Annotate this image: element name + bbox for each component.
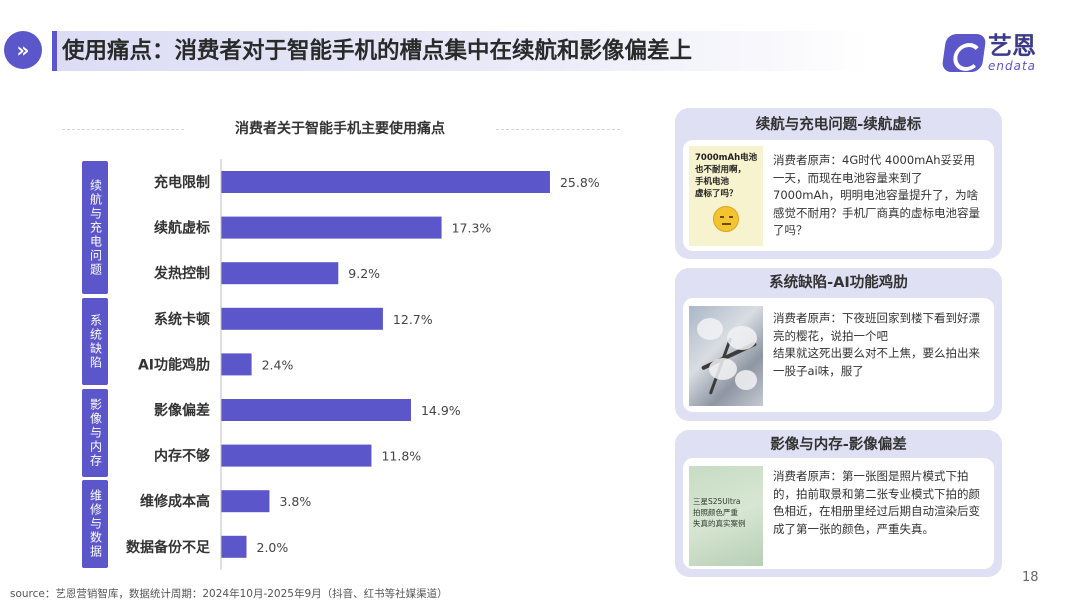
- insight-card-imaging: 影像与内存-影像偏差 三星S25Ultra 拍照颜色严重 失真的真实案例 消费者…: [675, 430, 1002, 577]
- category-label: 影像偏差: [154, 402, 210, 419]
- chart-title-divider-left: [62, 129, 184, 130]
- blossom-shape: [709, 358, 737, 380]
- category-label: 维修成本高: [140, 493, 210, 510]
- group-label-system: 系统缺陷: [82, 297, 108, 386]
- consumer-quote: 消费者原声：下夜班回家到楼下看到好漂亮的樱花，说拍一个吧 结果就这死出要么对不上…: [773, 311, 980, 378]
- note-text: 7000mAh电池 也不耐用啊， 手机电池 虚标了吗？: [695, 153, 758, 199]
- group-label-imaging: 影像与内存: [82, 389, 108, 477]
- logo-name-cn: 艺恩: [988, 32, 1036, 60]
- title-banner: [52, 31, 870, 71]
- data-source-note: source：艺恩营销智库，数据统计周期：2024年10月-2025年9月（抖音…: [10, 588, 448, 600]
- logo-name-en: endata: [988, 59, 1037, 73]
- bar-6: [221, 399, 411, 421]
- category-label: 续航虚标: [154, 220, 210, 237]
- blossom-shape: [735, 370, 757, 390]
- insight-card-system: 系统缺陷-AI功能鸡肋 消费者原声：下夜班回家到楼下看到好漂亮的樱花，说拍一个吧…: [675, 268, 1002, 421]
- category-label: 发热控制: [153, 265, 210, 282]
- category-label: 系统卡顿: [154, 311, 210, 328]
- bar-1: [221, 171, 550, 193]
- value-label: 11.8%: [381, 449, 421, 464]
- card-title: 系统缺陷-AI功能鸡肋: [769, 275, 908, 291]
- value-label: 12.7%: [393, 312, 433, 327]
- value-label: 9.2%: [348, 266, 380, 281]
- value-label: 2.0%: [257, 540, 289, 555]
- neutral-face-emoji-icon: [713, 206, 739, 232]
- double-chevron-icon: »: [4, 31, 42, 69]
- group-label-battery: 续航与充电问题: [82, 161, 108, 295]
- bar-7: [221, 444, 372, 467]
- battery-note-image: 7000mAh电池 也不耐用啊， 手机电池 虚标了吗？: [689, 146, 763, 246]
- bar-3: [221, 262, 339, 285]
- category-label: 充电限制: [154, 174, 210, 191]
- bar-2: [221, 216, 442, 239]
- logo-mark-icon: [941, 34, 987, 72]
- cherry-blossom-photo: [689, 306, 763, 406]
- card-body: 7000mAh电池 也不耐用啊， 手机电池 虚标了吗？ 消费者原声：4G时代 4…: [683, 140, 994, 251]
- color-shift-photo: 三星S25Ultra 拍照颜色严重 失真的真实案例: [689, 466, 763, 566]
- card-body: 三星S25Ultra 拍照颜色严重 失真的真实案例 消费者原声：第一张图是照片模…: [683, 458, 994, 569]
- value-label: 25.8%: [560, 175, 600, 190]
- card-body: 消费者原声：下夜班回家到楼下看到好漂亮的樱花，说拍一个吧 结果就这死出要么对不上…: [683, 298, 994, 412]
- group-label-repair: 维修与数据: [82, 480, 108, 568]
- bar-9: [221, 535, 247, 558]
- category-label: 数据备份不足: [126, 539, 211, 556]
- title-accent-bar: [52, 31, 57, 71]
- chart-title: 消费者关于智能手机主要使用痛点: [235, 121, 445, 137]
- bar-5: [221, 353, 252, 376]
- page-title: 使用痛点：消费者对于智能手机的槽点集中在续航和影像偏差上: [62, 38, 693, 64]
- value-label: 2.4%: [262, 357, 294, 372]
- insight-card-battery: 续航与充电问题-续航虚标 7000mAh电池 也不耐用啊， 手机电池 虚标了吗？…: [675, 108, 1002, 259]
- consumer-quote: 消费者原声：4G时代 4000mAh妥妥用一天，而现在电池容量来到了7000mA…: [773, 153, 980, 237]
- endata-logo: 艺恩 endata: [941, 32, 1054, 74]
- photo-caption: 三星S25Ultra 拍照颜色严重 失真的真实案例: [693, 497, 746, 528]
- bar-8: [221, 490, 270, 513]
- card-title: 续航与充电问题-续航虚标: [755, 117, 922, 133]
- card-title: 影像与内存-影像偏差: [770, 437, 907, 453]
- value-label: 3.8%: [279, 494, 311, 509]
- category-label: 内存不够: [154, 448, 210, 465]
- chart-plot: 充电限制 25.8% 续航虚标 17.3% 发热控制 9.2% 系统卡顿 12.7% AI功能鸡…: [126, 159, 600, 570]
- category-label: AI功能鸡肋: [138, 356, 210, 373]
- bar-4: [221, 307, 383, 330]
- page-number: 18: [1022, 570, 1039, 585]
- blossom-shape: [727, 326, 757, 350]
- value-label: 14.9%: [421, 403, 461, 418]
- consumer-quote: 消费者原声：第一张图是照片模式下拍的，拍前取景和第二张专业模式下拍的颜色相近，在…: [773, 469, 980, 536]
- blossom-shape: [697, 318, 723, 340]
- value-label: 17.3%: [452, 221, 492, 236]
- chart-title-divider-right: [496, 129, 620, 130]
